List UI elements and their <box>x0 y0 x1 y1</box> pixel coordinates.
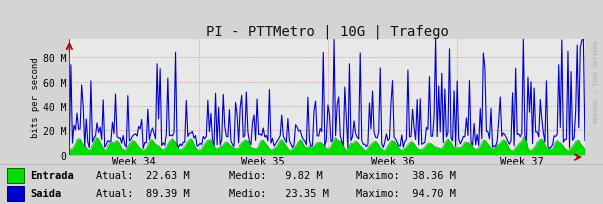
Text: Medio:   9.82 M: Medio: 9.82 M <box>229 171 323 180</box>
Bar <box>7 168 24 183</box>
Bar <box>7 186 24 201</box>
Text: Entrada: Entrada <box>30 171 74 180</box>
Text: RRDTOOL / TOBI OETIKER: RRDTOOL / TOBI OETIKER <box>593 41 598 123</box>
Text: Saida: Saida <box>30 188 62 198</box>
Text: Maximo:  94.70 M: Maximo: 94.70 M <box>356 188 456 198</box>
Y-axis label: bits per second: bits per second <box>31 57 40 137</box>
Text: Atual:  89.39 M: Atual: 89.39 M <box>96 188 190 198</box>
Text: Maximo:  38.36 M: Maximo: 38.36 M <box>356 171 456 180</box>
Title: PI - PTTMetro | 10G | Trafego: PI - PTTMetro | 10G | Trafego <box>206 25 449 39</box>
Text: Atual:  22.63 M: Atual: 22.63 M <box>96 171 190 180</box>
Text: Medio:   23.35 M: Medio: 23.35 M <box>229 188 329 198</box>
